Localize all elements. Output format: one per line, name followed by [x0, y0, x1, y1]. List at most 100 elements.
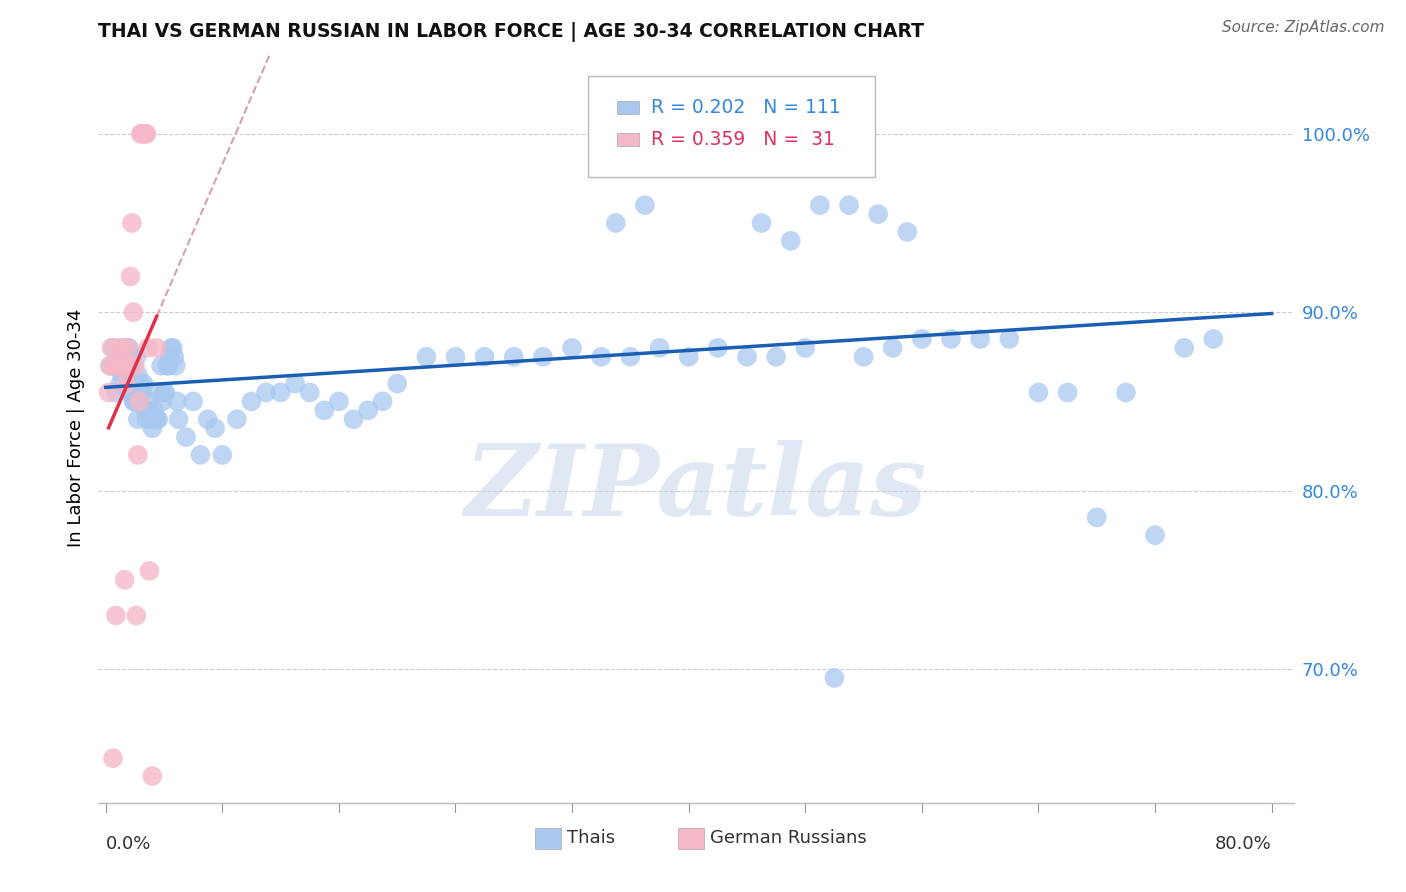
Point: [181, 394, 204, 409]
Point: [141, 421, 163, 435]
Point: [165, 359, 187, 373]
Text: R = 0.359   N =  31: R = 0.359 N = 31: [651, 130, 834, 149]
Point: [157, 359, 180, 373]
Point: [97, 385, 120, 400]
Point: [128, 385, 150, 400]
Point: [138, 564, 160, 578]
Point: [114, 350, 136, 364]
Point: [882, 341, 904, 355]
Point: [765, 350, 787, 364]
Point: [125, 394, 148, 409]
Point: [868, 207, 890, 221]
Point: [605, 216, 627, 230]
Point: [998, 332, 1021, 346]
Point: [117, 368, 139, 382]
Point: [135, 127, 157, 141]
Point: [118, 359, 141, 373]
Text: German Russians: German Russians: [710, 829, 868, 847]
Point: [794, 341, 817, 355]
Point: [129, 127, 152, 141]
Point: [591, 350, 613, 364]
Point: [357, 403, 380, 417]
Point: [136, 341, 159, 355]
Point: [152, 394, 174, 409]
Text: ZIPatlas: ZIPatlas: [465, 440, 927, 536]
Point: [112, 341, 135, 355]
Point: [444, 350, 467, 364]
Point: [115, 341, 138, 355]
Point: [314, 403, 336, 417]
Point: [108, 341, 131, 355]
Point: [474, 350, 496, 364]
Point: [129, 376, 152, 391]
Point: [132, 127, 155, 141]
Point: [141, 769, 163, 783]
Point: [371, 394, 394, 409]
Point: [139, 412, 162, 426]
Point: [211, 448, 233, 462]
Point: [823, 671, 845, 685]
Point: [120, 269, 142, 284]
Point: [342, 412, 364, 426]
Point: [167, 412, 190, 426]
Point: [190, 448, 212, 462]
Point: [1144, 528, 1167, 542]
Point: [110, 376, 132, 391]
Point: [197, 412, 219, 426]
Point: [105, 359, 128, 373]
Point: [156, 359, 179, 373]
Point: [160, 341, 183, 355]
Point: [163, 350, 186, 364]
Point: [112, 359, 135, 373]
Point: [240, 394, 263, 409]
Point: [939, 332, 962, 346]
Text: THAI VS GERMAN RUSSIAN IN LABOR FORCE | AGE 30-34 CORRELATION CHART: THAI VS GERMAN RUSSIAN IN LABOR FORCE | …: [98, 21, 924, 42]
Point: [502, 350, 524, 364]
Point: [136, 403, 159, 417]
Point: [735, 350, 758, 364]
Point: [721, 127, 744, 141]
Point: [145, 412, 167, 426]
Point: [132, 376, 155, 391]
Point: [1115, 385, 1137, 400]
Point: [1173, 341, 1195, 355]
Point: [838, 198, 860, 212]
Point: [124, 376, 146, 391]
Point: [531, 350, 554, 364]
Point: [1202, 332, 1225, 346]
Point: [110, 359, 132, 373]
Point: [204, 421, 226, 435]
Point: [561, 341, 583, 355]
Point: [328, 394, 350, 409]
Point: [117, 376, 139, 391]
Point: [101, 751, 124, 765]
Text: Source: ZipAtlas.com: Source: ZipAtlas.com: [1222, 20, 1385, 35]
Text: R = 0.202   N = 111: R = 0.202 N = 111: [651, 98, 841, 117]
Point: [678, 350, 700, 364]
Point: [127, 448, 149, 462]
Point: [148, 412, 170, 426]
Point: [100, 341, 122, 355]
Point: [166, 394, 188, 409]
Point: [707, 341, 730, 355]
Text: 80.0%: 80.0%: [1215, 835, 1271, 853]
Point: [122, 376, 145, 391]
Point: [124, 394, 146, 409]
Point: [911, 332, 934, 346]
Point: [150, 359, 173, 373]
Point: [134, 403, 156, 417]
FancyBboxPatch shape: [617, 101, 638, 114]
Text: Thais: Thais: [567, 829, 614, 847]
Point: [118, 385, 141, 400]
Point: [114, 573, 136, 587]
Point: [415, 350, 437, 364]
Point: [127, 412, 149, 426]
Point: [385, 376, 409, 391]
Point: [125, 350, 148, 364]
Point: [174, 430, 197, 444]
Point: [128, 394, 150, 409]
Point: [120, 376, 142, 391]
Point: [751, 216, 773, 230]
Point: [692, 127, 714, 141]
Point: [111, 359, 134, 373]
